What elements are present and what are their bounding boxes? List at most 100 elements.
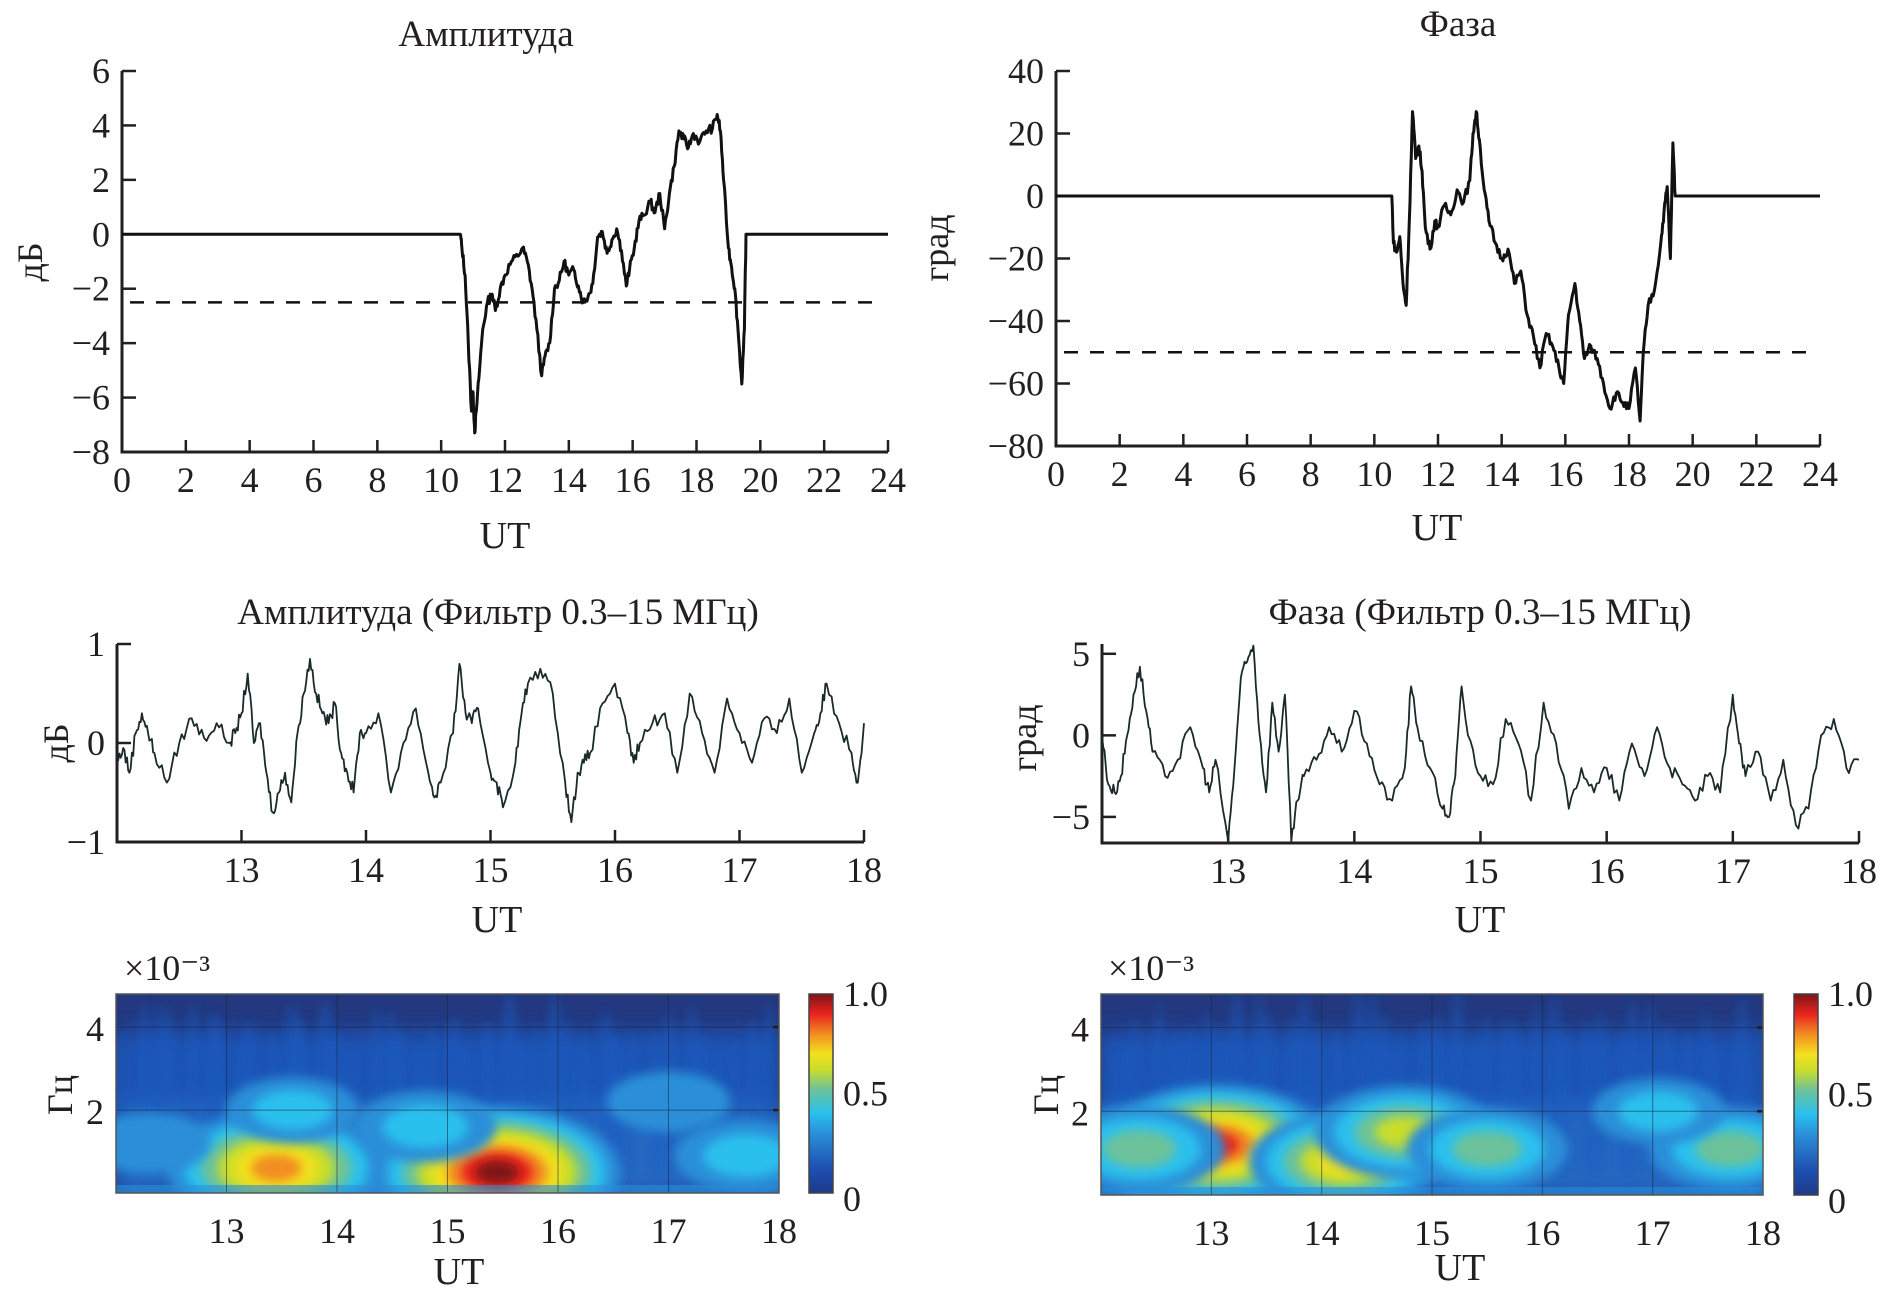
y-tick-label: −5 — [1052, 797, 1090, 837]
y-tick-label: 4 — [86, 1009, 104, 1049]
heatmap-hotspot — [116, 1113, 211, 1174]
x-tick-label: 15 — [473, 850, 509, 890]
axes — [115, 644, 864, 844]
colorbar-tick-label: 0.5 — [843, 1074, 888, 1114]
amplitude-wavelet-heatmap: ×10⁻³ Гц UT 13 14 15 16 17 18 4 2 1.0 0.5 0 — [40, 948, 888, 1293]
y-axis-label: дБ — [36, 724, 76, 763]
y-tick-label: −4 — [72, 323, 110, 363]
x-tick-label: 12 — [1420, 454, 1456, 494]
x-axis-label: UT — [434, 1251, 485, 1293]
x-tick-label: 2 — [1111, 454, 1129, 494]
x-tick-label: 0 — [113, 460, 131, 500]
colorbar-tick-label: 0.5 — [1828, 1075, 1873, 1115]
x-tick-label: 16 — [1547, 454, 1583, 494]
x-tick-label: 16 — [615, 460, 651, 500]
plot-frame — [115, 993, 780, 1194]
y-tick-label: 4 — [1071, 1010, 1089, 1050]
y-tick-label: 0 — [1026, 176, 1044, 216]
y-tick-label: −1 — [67, 822, 105, 862]
axes — [120, 71, 888, 454]
series-line-phase — [1056, 110, 1820, 423]
colorbar — [1793, 993, 1819, 1196]
y-tick-label: 0 — [1072, 715, 1090, 755]
x-tick-label: 12 — [487, 460, 523, 500]
x-tick-label: 15 — [1414, 1213, 1450, 1253]
heatmap-hotspot — [251, 1154, 302, 1182]
y-tick-label: 1 — [87, 624, 105, 664]
chart-title: Фаза (Фильтр 0.3–15 МГц) — [1268, 592, 1691, 633]
x-tick-label: 18 — [1841, 851, 1877, 891]
colorbar-tick-label: 1.0 — [1828, 974, 1873, 1014]
x-tick-label: 2 — [177, 460, 195, 500]
x-tick-label: 17 — [1715, 851, 1751, 891]
y-tick-label: −6 — [72, 378, 110, 418]
y-tick-label: 2 — [92, 160, 110, 200]
x-tick-label: 17 — [1635, 1213, 1671, 1253]
y-tick-label: 4 — [92, 105, 110, 145]
x-tick-label: 22 — [1738, 454, 1774, 494]
heatmap-hotspot — [382, 1105, 469, 1149]
x-tick-label: 16 — [597, 850, 633, 890]
x-tick-label: 14 — [348, 850, 384, 890]
phase-chart: Фаза град UT 0 2 4 6 8 10 12 14 16 18 20 22 2440200−… — [916, 4, 1838, 549]
axes — [1100, 644, 1859, 845]
colorbar — [808, 993, 834, 1194]
y-tick-label: −8 — [72, 432, 110, 472]
y-axis-label: Гц — [40, 1075, 80, 1115]
x-tick-label: 18 — [1745, 1213, 1781, 1253]
y-axis-label: дБ — [10, 243, 50, 282]
y-tick-label: −60 — [988, 364, 1044, 404]
y-tick-label: 5 — [1072, 634, 1090, 674]
x-tick-label: 13 — [1193, 1213, 1229, 1253]
y-multiplier-label: ×10⁻³ — [1108, 948, 1194, 988]
x-tick-label: 13 — [224, 850, 260, 890]
phase-wavelet-heatmap: ×10⁻³ Гц UT 13 14 15 16 17 18 4 2 1.0 0.5 0 — [1026, 948, 1873, 1289]
x-tick-label: 6 — [1238, 454, 1256, 494]
y-axis-label: град — [916, 214, 956, 281]
x-tick-label: 13 — [209, 1211, 245, 1251]
x-tick-label: 0 — [1047, 454, 1065, 494]
series-line-amplitude — [122, 113, 888, 435]
x-tick-label: 8 — [368, 460, 386, 500]
phase-filtered-chart: Фаза (Фильтр 0.3–15 МГц) град UT 13 14 15 1… — [1004, 592, 1877, 941]
heatmap-streak — [1579, 1021, 1596, 1183]
x-axis-label: UT — [472, 899, 523, 941]
x-axis-label: UT — [1435, 1247, 1486, 1289]
amplitude-filtered-chart: Амплитуда (Фильтр 0.3–15 МГц) дБ UT 13 14… — [36, 592, 882, 941]
colorbar-tick-label: 0 — [843, 1179, 861, 1219]
heatmap-hotspot — [1452, 1131, 1522, 1167]
x-tick-label: 16 — [1524, 1213, 1560, 1253]
chart-title: Амплитуда — [398, 14, 573, 55]
x-tick-label: 14 — [1336, 851, 1372, 891]
axes — [1054, 71, 1820, 448]
x-tick-label: 15 — [430, 1211, 466, 1251]
series-line-amplitude-filtered — [116, 658, 865, 824]
x-tick-label: 14 — [319, 1211, 355, 1251]
x-tick-label: 14 — [1484, 454, 1520, 494]
x-tick-label: 20 — [1675, 454, 1711, 494]
x-tick-label: 22 — [806, 460, 842, 500]
chart-title: Фаза — [1420, 4, 1497, 45]
x-tick-label: 8 — [1302, 454, 1320, 494]
x-tick-label: 15 — [1463, 851, 1499, 891]
x-tick-label: 6 — [305, 460, 323, 500]
colorbar-tick-label: 1.0 — [843, 974, 888, 1014]
chart-title: Амплитуда (Фильтр 0.3–15 МГц) — [237, 592, 759, 633]
x-tick-label: 16 — [1589, 851, 1625, 891]
x-tick-label: 18 — [679, 460, 715, 500]
colorbar-tick-label: 0 — [1828, 1181, 1846, 1221]
x-tick-label: 18 — [1611, 454, 1647, 494]
y-tick-label: 0 — [92, 214, 110, 254]
x-tick-label: 17 — [651, 1211, 687, 1251]
y-tick-label: −40 — [988, 301, 1044, 341]
y-tick-label: 0 — [87, 723, 105, 763]
series-line-phase-filtered — [1101, 644, 1860, 843]
heatmap-hotspot — [1102, 1130, 1177, 1168]
heatmap-hotspot — [703, 1134, 779, 1178]
x-axis-label: UT — [1455, 899, 1506, 941]
x-tick-label: 14 — [551, 460, 587, 500]
plot-frame — [1100, 993, 1764, 1196]
amplitude-chart: Амплитуда дБ UT 0 2 4 6 8 10 12 14 16 18 20 22 24642… — [10, 14, 906, 557]
y-multiplier-label: ×10⁻³ — [124, 948, 210, 988]
